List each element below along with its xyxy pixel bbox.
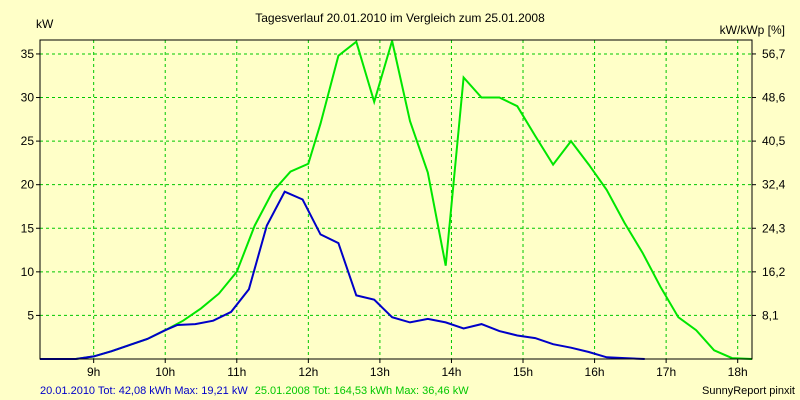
y-tick-label-left-0: 5: [27, 308, 34, 322]
y-tick-label-right-0: 8,1: [762, 308, 779, 322]
y-tick-label-right-3: 32,4: [762, 178, 786, 192]
x-tick-label-4: 13h: [370, 365, 390, 379]
y-tick-label-right-6: 56,7: [762, 47, 786, 61]
chart-title: Tagesverlauf 20.01.2010 im Vergleich zum…: [255, 11, 545, 25]
x-tick-label-5: 14h: [441, 365, 461, 379]
plot-area: [40, 40, 752, 359]
series-line-1: [40, 190, 645, 360]
x-tick-label-0: 9h: [87, 365, 100, 379]
y-axis-label-left: kW: [36, 17, 54, 31]
footer-legend: 20.01.2010 Tot: 42,08 kWh Max: 19,21 kW …: [40, 385, 469, 397]
x-tick-label-3: 12h: [298, 365, 318, 379]
x-ticks: 9h 10h 11h 12h 13h 14h 15h 16h 17h 18h: [87, 359, 748, 379]
y-ticks-left: 5 10 15 20 25 30 35: [21, 47, 40, 322]
x-tick-label-9: 18h: [728, 365, 748, 379]
y-tick-label-left-2: 15: [21, 221, 35, 235]
x-tick-label-1: 10h: [155, 365, 175, 379]
y-tick-label-right-2: 24,3: [762, 221, 786, 235]
footer-series-2: 25.01.2008 Tot: 164,53 kWh Max: 36,46 kW: [255, 385, 469, 397]
x-tick-label-7: 16h: [585, 365, 605, 379]
x-tick-label-8: 17h: [656, 365, 676, 379]
y-tick-label-right-4: 40,5: [762, 134, 786, 148]
y-tick-label-right-1: 16,2: [762, 265, 786, 279]
footer-credit: SunnyReport pinxit: [702, 385, 795, 397]
plot-frame: [39, 39, 753, 360]
y-tick-label-left-5: 30: [21, 91, 35, 105]
x-tick-label-6: 15h: [513, 365, 533, 379]
y-tick-label-left-1: 10: [21, 265, 35, 279]
x-tick-label-2: 11h: [227, 365, 246, 379]
y-tick-label-left-4: 25: [21, 134, 35, 148]
y-axis-label-right: kW/kWp [%]: [720, 23, 785, 37]
y-tick-label-right-5: 48,6: [762, 91, 786, 105]
y-tick-label-left-3: 20: [21, 178, 35, 192]
y-ticks-right: 8,1 16,2 24,3 32,4 40,5 48,6 56,7: [752, 47, 786, 322]
footer-series-1: 20.01.2010 Tot: 42,08 kWh Max: 19,21 kW: [40, 385, 248, 397]
series-layer: [40, 40, 753, 360]
y-tick-label-left-6: 35: [21, 47, 35, 61]
